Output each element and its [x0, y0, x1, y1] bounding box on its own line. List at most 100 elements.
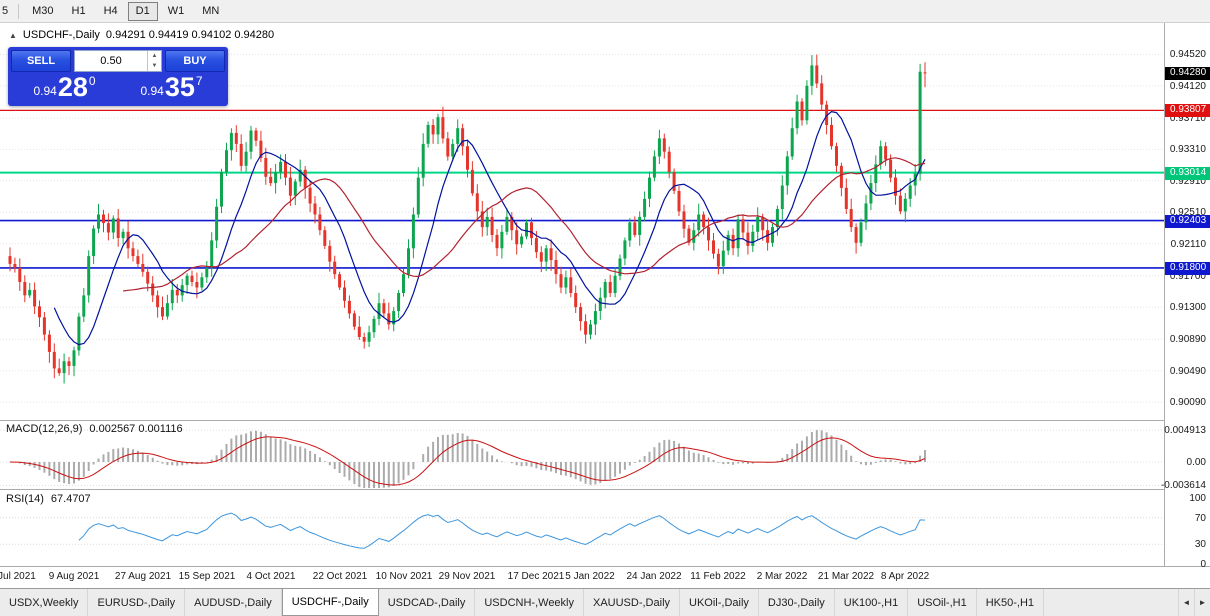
candle-body — [259, 140, 263, 158]
buy-price-display[interactable]: 0.94 35 7 — [118, 73, 225, 103]
toolbar-separator — [18, 3, 20, 19]
candle-body — [190, 275, 194, 282]
candle-body — [264, 158, 268, 177]
candle-body — [697, 214, 701, 231]
pane-separator[interactable] — [0, 420, 1210, 421]
candle-body — [766, 230, 770, 243]
candle-body — [805, 85, 809, 121]
rsi-name: RSI(14) — [6, 493, 44, 505]
macd-chart[interactable] — [0, 421, 1164, 489]
candle-body — [57, 368, 61, 374]
symbol-tab-hk50-[interactable]: HK50-,H1 — [977, 589, 1045, 616]
sell-price-display[interactable]: 0.94 28 0 — [11, 73, 118, 103]
candle-body — [574, 293, 578, 308]
sell-button[interactable]: SELL — [11, 50, 71, 72]
volume-down-arrow[interactable]: ▼ — [151, 63, 158, 69]
price-tag: 0.92403 — [1165, 215, 1210, 228]
timeframe-button-h4[interactable]: H4 — [103, 5, 118, 17]
candle-body — [534, 238, 538, 253]
timeframe-button-mn[interactable]: MN — [202, 5, 220, 17]
candle-body — [530, 222, 533, 239]
time-axis[interactable]: 21 Jul 2021 9 Aug 2021 27 Aug 2021 15 Sep 2… — [0, 567, 1164, 588]
candle-body — [780, 185, 784, 209]
candle-body — [411, 214, 415, 249]
tab-scroll-right-button[interactable]: ► — [1194, 589, 1210, 616]
candle-body — [239, 143, 243, 166]
symbol-tab-eurusd-[interactable]: EURUSD-,Daily — [88, 589, 186, 616]
candle-body — [47, 334, 51, 352]
candle-body — [844, 187, 848, 209]
symbol-tab-usdx[interactable]: USDX,Weekly — [0, 589, 89, 616]
symbol-tab-xauusd-[interactable]: XAUUSD-,Daily — [584, 589, 681, 616]
symbol-tab-audusd-[interactable]: AUDUSD-,Daily — [185, 589, 282, 616]
timeframe-toolbar: 5 M30 H1 H4 D1 W1 MN — [0, 0, 1210, 23]
chart-tabs: USDX,Weekly EURUSD-,Daily AUDUSD-,Daily USD… — [0, 589, 1045, 616]
candle-body — [667, 151, 671, 173]
buy-button[interactable]: BUY — [165, 50, 225, 72]
candle-body — [225, 150, 228, 173]
candle-body — [751, 231, 755, 246]
price-axis-label: 0.90490 — [1169, 366, 1206, 377]
candle-body — [510, 216, 514, 231]
candle-body — [210, 240, 214, 268]
date-axis-label: 2 Mar 2022 — [756, 571, 808, 582]
pane-separator[interactable] — [0, 489, 1210, 490]
one-click-panel-toggle-icon[interactable]: ▲ — [9, 30, 17, 40]
candle-body — [638, 216, 642, 235]
timeframe-button-d1[interactable]: D1 — [127, 1, 158, 21]
candle-body — [525, 222, 528, 237]
candle-body — [141, 264, 145, 272]
date-axis-label: 24 Jan 2022 — [626, 571, 682, 582]
candle-body — [682, 211, 686, 229]
candle-body — [470, 169, 474, 194]
candle-body — [106, 223, 110, 233]
candle-body — [672, 172, 676, 191]
timeframe-button-w1[interactable]: W1 — [167, 5, 185, 17]
candle-body — [180, 285, 184, 296]
symbol-tab-usdchf-[interactable]: USDCHF-,Daily — [281, 589, 379, 616]
price-axis-label: 0.90890 — [1169, 334, 1206, 345]
rsi-axis-label: 0 — [1200, 559, 1206, 570]
price-axis[interactable]: 0.94520 0.94120 0.93710 0.93310 0.92910 0.925… — [1161, 23, 1210, 570]
rsi-chart[interactable] — [0, 490, 1164, 566]
date-axis-label: 21 Jul 2021 — [0, 571, 36, 582]
candle-body — [28, 289, 32, 296]
candle-body — [382, 303, 386, 314]
date-axis-label: 22 Oct 2021 — [312, 571, 368, 582]
date-axis-label: 8 Apr 2022 — [880, 571, 930, 582]
symbol-tab-usdcnh-[interactable]: USDCNH-,Weekly — [475, 589, 584, 616]
volume-field[interactable]: 0.50 ▲ ▼ — [74, 50, 162, 72]
volume-up-arrow[interactable]: ▲ — [151, 53, 158, 59]
candle-body — [175, 289, 179, 296]
candle-body — [284, 161, 287, 178]
rsi-axis-label: 30 — [1194, 539, 1206, 550]
candle-body — [62, 361, 66, 374]
timeframe-button-5[interactable]: 5 — [2, 5, 9, 17]
candle-body — [18, 267, 22, 282]
candle-body — [825, 104, 829, 125]
timeframe-button-m30[interactable]: M30 — [32, 5, 54, 17]
candle-body — [485, 216, 489, 228]
symbol-tab-uk100-[interactable]: UK100-,H1 — [835, 589, 909, 616]
symbol-tab-usdcad-[interactable]: USDCAD-,Daily — [379, 589, 476, 616]
candle-body — [618, 258, 622, 276]
price-chart[interactable] — [0, 23, 1164, 420]
tab-scroll-left-button[interactable]: ◄ — [1178, 589, 1194, 616]
candle-body — [136, 256, 140, 264]
symbol-tab-dj30-[interactable]: DJ30-,Daily — [759, 589, 835, 616]
candle-body — [628, 222, 632, 241]
volume-value[interactable]: 0.50 — [100, 55, 122, 67]
price-tag: 0.93807 — [1165, 104, 1210, 117]
timeframe-button-h1[interactable]: H1 — [71, 5, 86, 17]
candle-body — [736, 219, 740, 249]
candle-body — [161, 307, 164, 317]
candle-body — [894, 177, 897, 196]
candle-body — [475, 193, 479, 212]
macd-name: MACD(12,26,9) — [6, 423, 83, 435]
candle-body — [338, 274, 342, 288]
symbol-tab-ukoil-[interactable]: UKOil-,Daily — [680, 589, 759, 616]
pane-separator[interactable] — [0, 566, 1210, 567]
candle-body — [687, 228, 691, 243]
candle-body — [569, 277, 573, 293]
symbol-tab-usoil-[interactable]: USOil-,H1 — [908, 589, 977, 616]
